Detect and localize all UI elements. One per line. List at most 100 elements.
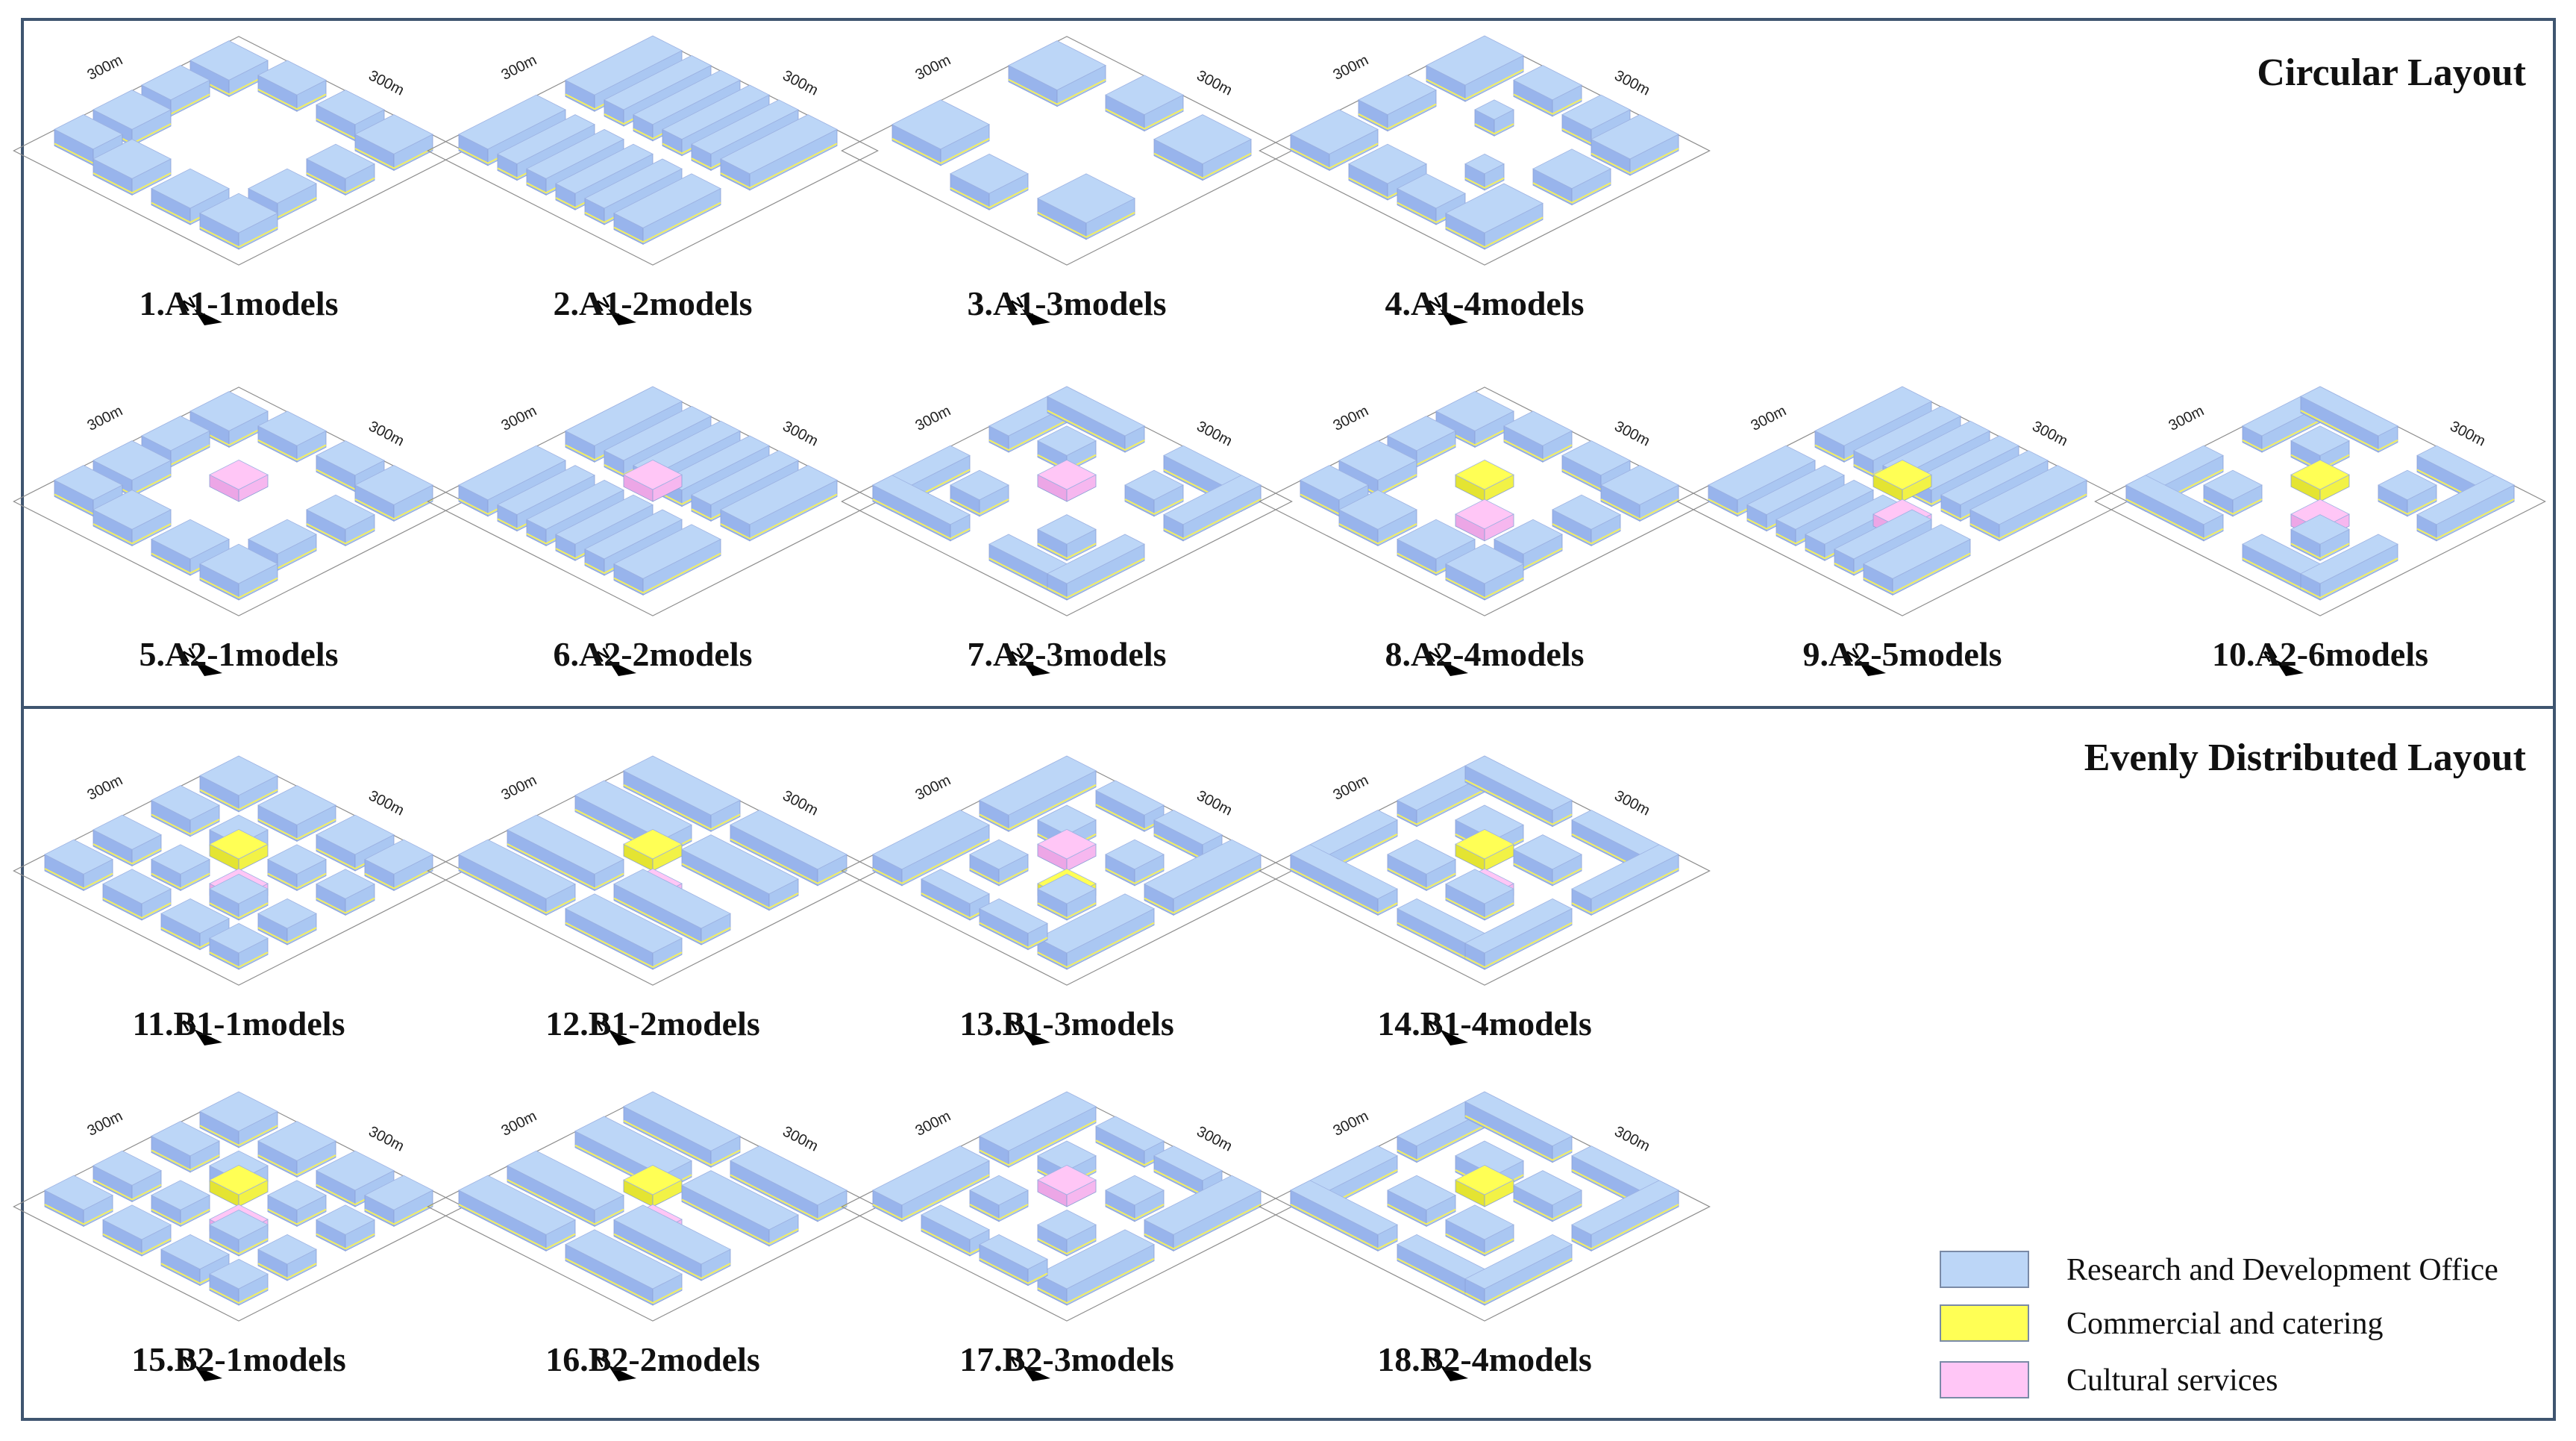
research-block-0 — [979, 755, 1097, 832]
model-label: 9.A2-5models — [1802, 635, 2002, 673]
research-block-6 — [354, 114, 433, 172]
research-block-5 — [1290, 109, 1379, 172]
research-block-7 — [1387, 839, 1456, 892]
research-block-2 — [1358, 75, 1437, 132]
model-label: 8.A2-4models — [1385, 635, 1585, 673]
dimension-label-west: 300m — [84, 772, 125, 804]
dimension-label-west: 300m — [1330, 403, 1371, 434]
research-block-1 — [1105, 75, 1184, 132]
research-block-12 — [613, 524, 721, 596]
research-block-10 — [151, 1180, 210, 1228]
research-block-9 — [921, 1204, 990, 1257]
research-block-8 — [1571, 844, 1679, 916]
research-block-16 — [160, 898, 230, 951]
research-block-2 — [151, 1121, 220, 1173]
model-label: 2.A1-2models — [553, 284, 753, 322]
research-block-0 — [199, 1091, 278, 1148]
research-block-8 — [2125, 475, 2224, 542]
legend-swatch — [1940, 1251, 2029, 1288]
research-block-1 — [1503, 410, 1573, 463]
research-block-13 — [1464, 898, 1573, 970]
research-block-1 — [2300, 386, 2398, 453]
research-block-6 — [1591, 114, 1679, 176]
research-block-10 — [921, 869, 990, 921]
research-block-7 — [364, 839, 433, 892]
research-block-9 — [1163, 475, 1262, 542]
research-block-13 — [102, 1204, 172, 1257]
model-1: 300m 300m N 1.A1-1models — [13, 15, 465, 328]
research-block-1 — [1464, 755, 1573, 828]
commercial-block-6 — [209, 1164, 269, 1207]
research-block-12 — [1037, 893, 1155, 970]
research-block-1 — [257, 60, 327, 112]
model-label: 4.A1-4models — [1385, 284, 1585, 322]
cultural-block-5 — [1037, 828, 1097, 872]
research-block-1 — [257, 1121, 336, 1178]
site-boundary — [1259, 387, 1711, 616]
commercial-block-4 — [623, 1164, 683, 1207]
research-block-10 — [1397, 173, 1466, 225]
cultural-block-5 — [209, 459, 269, 502]
dimension-label-west: 300m — [912, 1108, 953, 1140]
research-block-7 — [1124, 469, 1184, 517]
section-title: Circular Layout — [2257, 51, 2526, 94]
model-10: 300m 300m N 10.A2-6models — [2094, 366, 2546, 679]
research-block-9 — [1290, 1180, 1398, 1252]
legend-label: Commercial and catering — [2066, 1307, 2384, 1341]
research-block-10 — [1037, 514, 1097, 561]
research-block-6 — [1144, 1175, 1262, 1252]
research-block-8 — [969, 1175, 1029, 1222]
research-block-5 — [681, 834, 799, 911]
dimension-label-west: 300m — [912, 403, 953, 434]
model-13: 300m 300m N 13.B1-3models — [841, 735, 1293, 1048]
dimension-label-west: 300m — [84, 52, 125, 84]
commercial-block-4 — [623, 828, 683, 872]
legend-item-commercial: Commercial and catering — [1940, 1304, 2536, 1346]
dimension-label-west: 300m — [2166, 403, 2207, 434]
research-block-4 — [1474, 99, 1514, 137]
dimension-label-west: 300m — [84, 403, 125, 434]
dimension-label-west: 300m — [1748, 403, 1789, 434]
research-block-9 — [1290, 844, 1398, 916]
model-17: 300m 300m N 17.B2-3models — [841, 1071, 1293, 1384]
cultural-block-10 — [1455, 498, 1514, 542]
commercial-block-5 — [1455, 828, 1514, 872]
dimension-label-east: 300m — [1194, 418, 1235, 449]
cultural-block-5 — [1037, 1164, 1097, 1207]
research-block-7 — [1969, 465, 2087, 542]
research-block-9 — [1464, 153, 1505, 191]
dimension-label-west: 300m — [498, 1108, 539, 1140]
dimension-label-east: 300m — [1194, 1123, 1235, 1154]
research-block-12 — [199, 543, 278, 601]
model-8: 300m 300m N 8.A2-4models — [1259, 366, 1711, 679]
research-block-0 — [199, 755, 278, 813]
commercial-block-5 — [2290, 459, 2350, 502]
research-block-7 — [364, 1175, 433, 1228]
research-block-0 — [623, 755, 741, 832]
commercial-block-6 — [209, 828, 269, 872]
research-block-12 — [1397, 519, 1476, 576]
research-block-8 — [613, 1204, 731, 1281]
model-15: 300m 300m N 15.B2-1models — [13, 1071, 465, 1384]
circular-layout-panel: Circular Layout — [21, 18, 2556, 709]
research-block-7 — [2378, 469, 2437, 517]
cultural-block-5 — [1037, 459, 1097, 502]
research-block-2 — [1037, 425, 1097, 473]
model-6: 300m 300m N 6.A2-2models — [427, 366, 879, 679]
research-block-1 — [1095, 1116, 1165, 1168]
research-block-9 — [267, 1180, 327, 1228]
research-block-6 — [1513, 1170, 1582, 1222]
research-block-11 — [1445, 869, 1514, 921]
research-block-0 — [1435, 391, 1514, 448]
research-block-15 — [257, 898, 317, 945]
